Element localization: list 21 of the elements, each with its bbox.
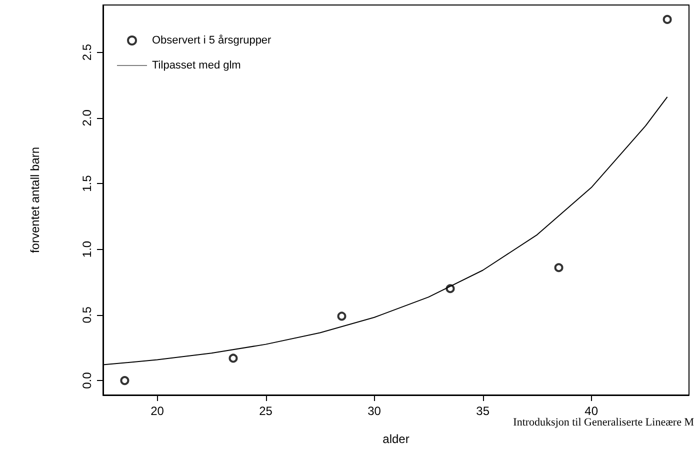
x-tick-label: 40 [584,404,598,418]
x-tick-label: 25 [259,404,273,418]
y-tick-label: 2.5 [80,44,94,61]
y-tick-label: 1.5 [80,174,94,192]
x-axis-title: alder [382,432,410,446]
point [228,354,238,363]
y-tick-label: 2.0 [80,109,94,126]
x-tick-label: 20 [150,404,164,418]
point [120,376,130,386]
legend-label: Tilpasset med glm [152,60,241,72]
legend-label: Observert i 5 årsgrupper [152,34,272,46]
x-tick-label: 30 [368,404,382,418]
text: Introduksjon til Generaliserte Lineære M [513,416,694,428]
y-tick-label: 0.0 [80,372,94,389]
x-tick-label: 35 [476,404,490,418]
point [337,312,346,321]
y-axis-title: forventet antall barn [28,146,42,254]
y-tick-label: 1.0 [80,240,94,258]
y-tick-label: 0.5 [80,306,94,324]
point [554,263,564,272]
point [662,14,672,24]
